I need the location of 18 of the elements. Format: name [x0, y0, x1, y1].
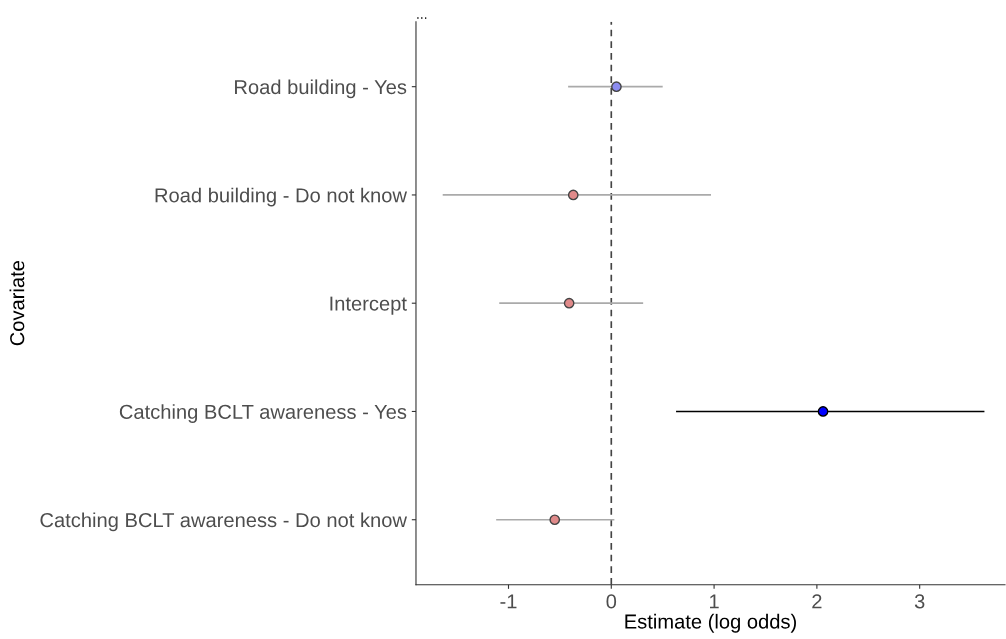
y-axis-title: Covariate	[9, 261, 25, 346]
x-tick-label: 2	[812, 594, 822, 609]
x-tick-label: -1	[500, 594, 517, 609]
y-tick-label: Road building - Do not know	[155, 187, 408, 207]
chart-title: ...	[417, 17, 427, 19]
point	[567, 189, 579, 201]
point	[549, 514, 561, 526]
x-axis-title: Estimate (log odds)	[625, 613, 796, 633]
point	[817, 406, 829, 417]
point	[611, 81, 622, 93]
y-tick-label: Intercept	[330, 296, 407, 315]
y-tick-label: Road building - Yes	[235, 79, 407, 99]
x-tick-label: 0	[606, 594, 617, 609]
y-tick-label: Catching BCLT awareness - Yes	[119, 404, 407, 423]
x-tick-label: 1	[710, 594, 719, 609]
x-tick-label: 3	[914, 594, 925, 609]
point	[563, 297, 575, 309]
y-tick-label: Catching BCLT awareness - Do not know	[40, 512, 408, 532]
